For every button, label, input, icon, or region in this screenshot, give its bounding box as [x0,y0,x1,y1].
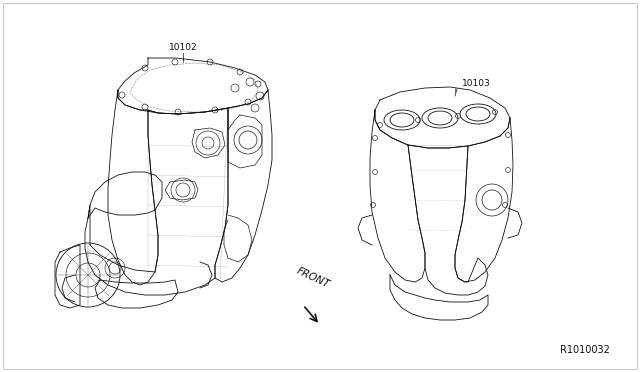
Text: R1010032: R1010032 [560,345,610,355]
Text: 10102: 10102 [169,43,197,52]
Text: FRONT: FRONT [295,266,332,290]
Text: 10103: 10103 [462,79,491,88]
